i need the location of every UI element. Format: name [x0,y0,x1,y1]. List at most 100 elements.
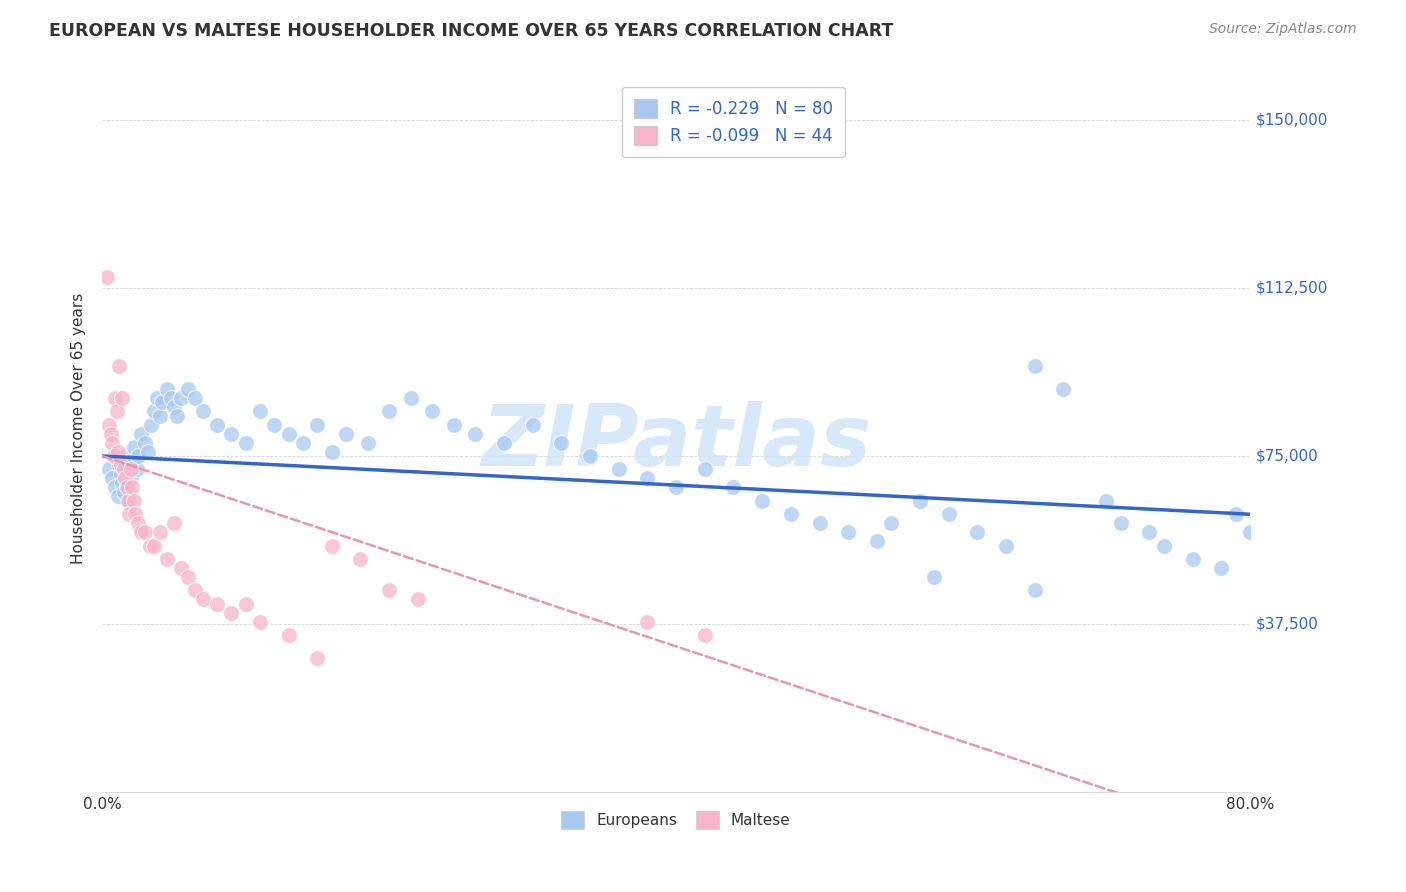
Point [163,400,186,414]
Point [101,471,124,485]
Text: EUROPEAN VS MALTESE HOUSEHOLDER INCOME OVER 65 YEARS CORRELATION CHART: EUROPEAN VS MALTESE HOUSEHOLDER INCOME O… [49,22,894,40]
Point [107,489,129,503]
Point [118,508,141,522]
Point [443,417,465,432]
Point [121,480,143,494]
Point [177,570,200,584]
Point [108,359,131,374]
Point [221,606,243,620]
Point [191,404,214,418]
Point [808,516,831,531]
Point [117,493,139,508]
Point [149,525,172,540]
Point [607,462,630,476]
Point [636,615,658,629]
Point [98,417,121,432]
Point [1052,382,1074,396]
Point [908,493,931,508]
Point [134,435,156,450]
Point [145,391,167,405]
Point [114,449,136,463]
Point [166,409,188,423]
Point [235,435,257,450]
Point [127,516,149,531]
Point [117,480,139,494]
Point [723,480,745,494]
Point [866,534,889,549]
Point [112,484,135,499]
Point [1181,552,1204,566]
Point [184,391,207,405]
Point [136,444,159,458]
Point [665,480,688,494]
Text: $112,500: $112,500 [1256,280,1329,295]
Point [205,597,228,611]
Point [1153,539,1175,553]
Point [121,453,143,467]
Point [1211,561,1233,575]
Text: ZIPatlas: ZIPatlas [481,401,872,484]
Point [277,628,299,642]
Point [122,493,145,508]
Point [177,382,200,396]
Point [134,525,156,540]
Point [966,525,988,540]
Point [235,597,257,611]
Point [378,583,401,598]
Point [307,417,329,432]
Point [321,444,343,458]
Point [550,435,572,450]
Point [292,435,315,450]
Point [129,525,152,540]
Point [103,449,125,463]
Point [101,435,124,450]
Point [115,462,138,476]
Point [321,539,343,553]
Point [142,539,165,553]
Point [1024,583,1046,598]
Point [464,426,486,441]
Point [96,269,118,284]
Point [105,404,128,418]
Legend: Europeans, Maltese: Europeans, Maltese [555,805,797,835]
Point [880,516,903,531]
Point [104,480,127,494]
Point [779,508,801,522]
Point [522,417,544,432]
Point [263,417,285,432]
Point [1024,359,1046,374]
Point [160,391,183,405]
Point [111,391,134,405]
Y-axis label: Householder Income Over 65 years: Householder Income Over 65 years [72,293,86,564]
Point [693,628,716,642]
Point [335,426,357,441]
Point [114,471,136,485]
Point [98,462,121,476]
Point [349,552,371,566]
Point [693,462,716,476]
Point [751,493,773,508]
Point [170,391,193,405]
Point [139,417,162,432]
Text: $75,000: $75,000 [1256,449,1319,464]
Point [100,426,122,441]
Point [138,539,160,553]
Point [1225,508,1247,522]
Point [221,426,243,441]
Point [170,561,193,575]
Point [142,404,165,418]
Point [111,475,134,490]
Point [122,440,145,454]
Point [115,480,138,494]
Point [163,516,186,531]
Point [1095,493,1118,508]
Text: $37,500: $37,500 [1256,616,1319,632]
Point [127,449,149,463]
Point [120,471,142,485]
Point [152,395,174,409]
Point [399,391,422,405]
Point [837,525,859,540]
Point [118,493,141,508]
Point [378,404,401,418]
Point [107,444,129,458]
